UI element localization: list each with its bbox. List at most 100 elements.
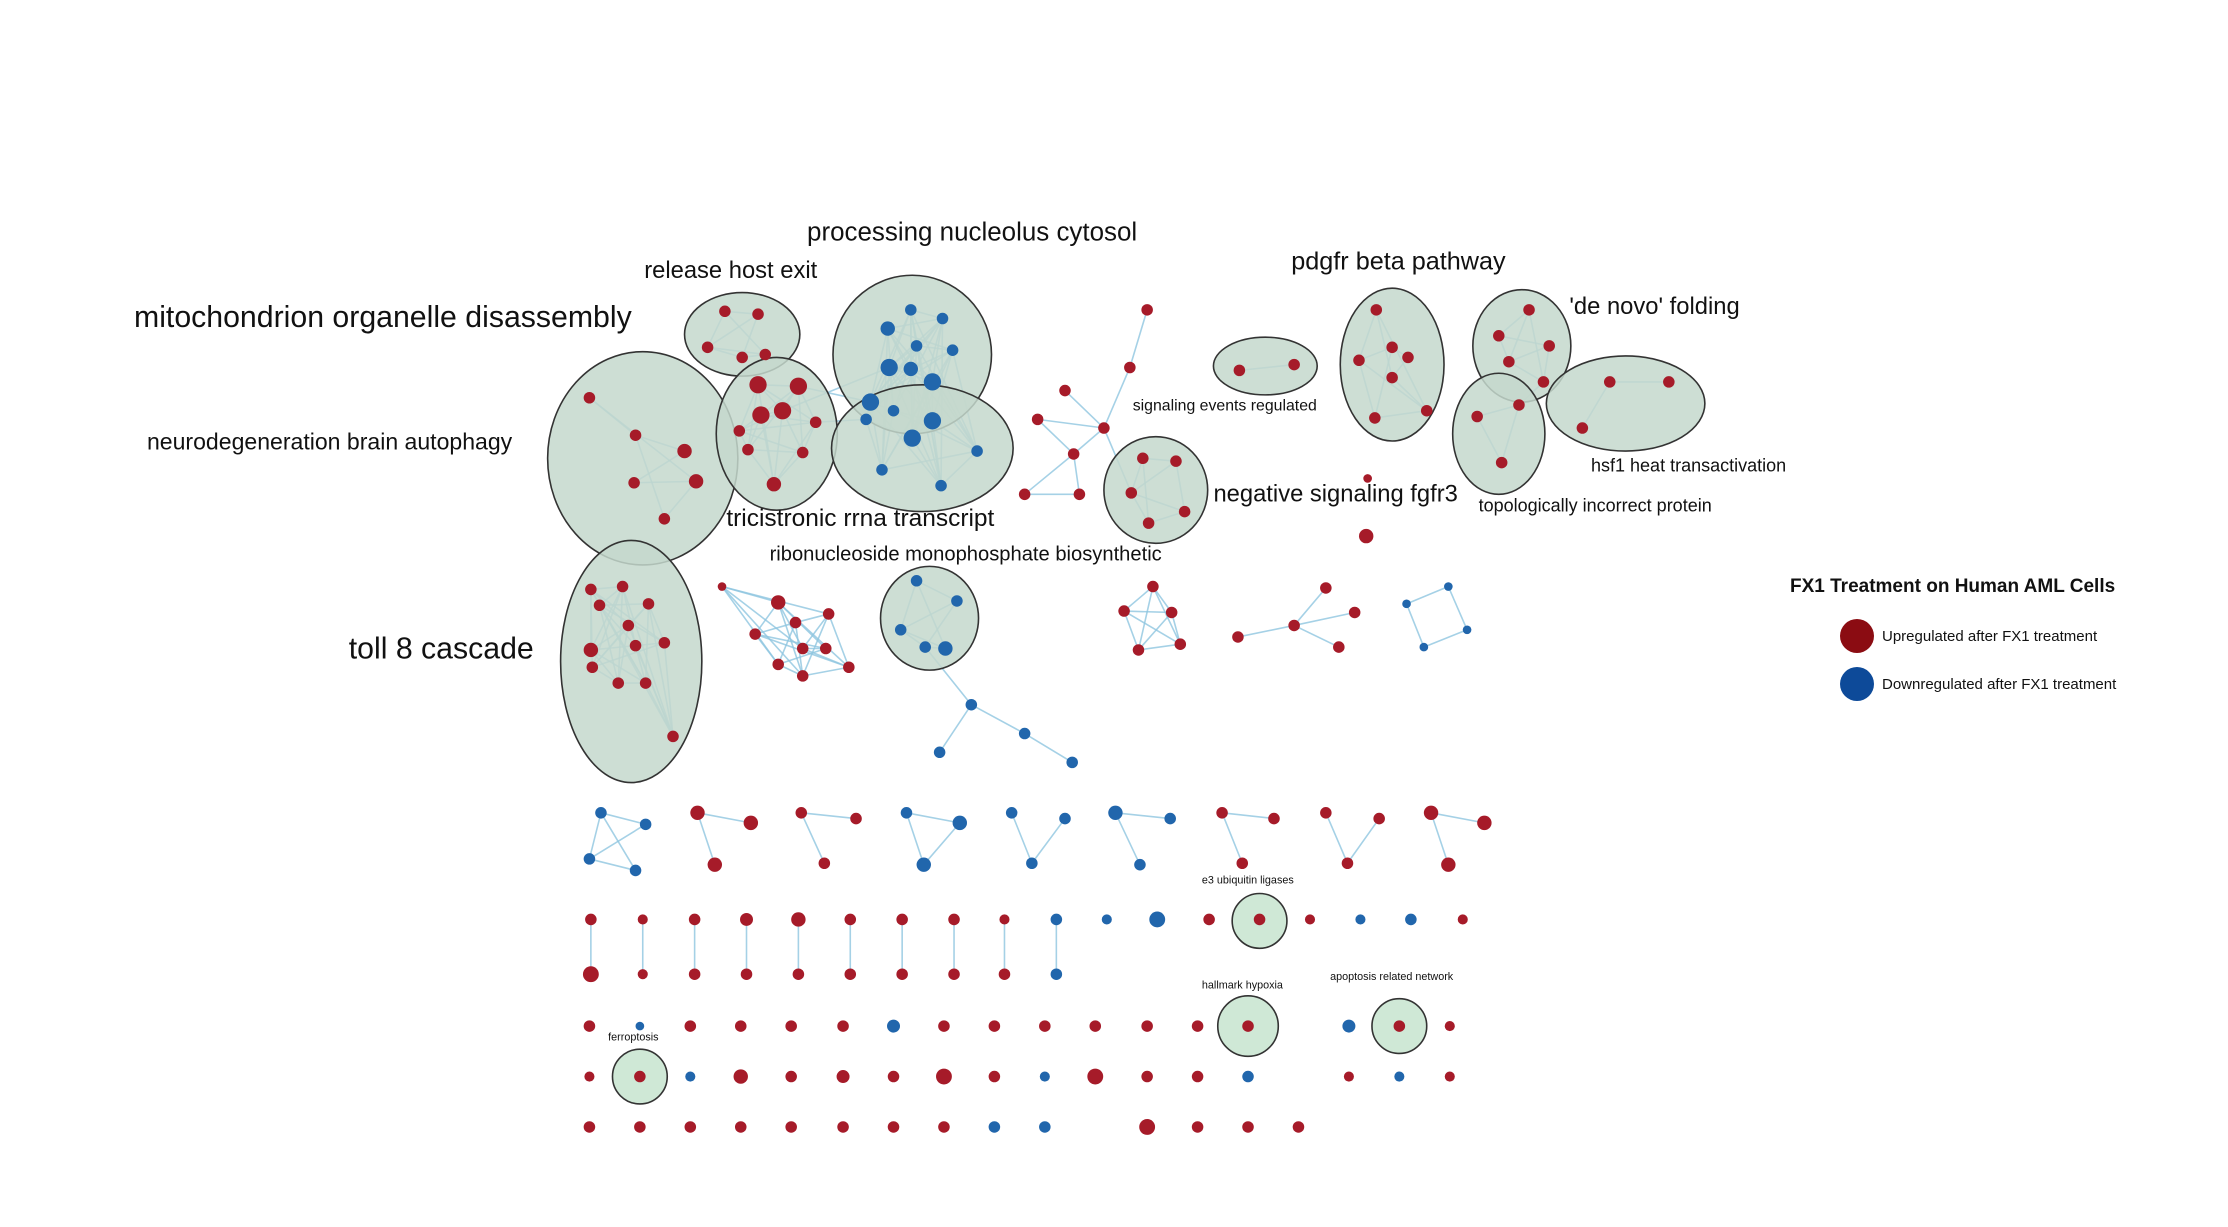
node-upregulated[interactable] — [1232, 631, 1244, 643]
node-upregulated[interactable] — [1386, 341, 1398, 354]
node-upregulated[interactable] — [1603, 376, 1616, 388]
node-upregulated[interactable] — [1288, 358, 1300, 371]
node-downregulated[interactable] — [1444, 582, 1453, 591]
node-downregulated[interactable] — [583, 853, 596, 865]
node-upregulated[interactable] — [1178, 505, 1191, 518]
node-upregulated[interactable] — [634, 1070, 646, 1083]
node-upregulated[interactable] — [688, 968, 701, 980]
node-upregulated[interactable] — [1493, 330, 1505, 342]
node-upregulated[interactable] — [1203, 913, 1215, 926]
node-downregulated[interactable] — [1405, 913, 1417, 926]
node-upregulated[interactable] — [1523, 304, 1535, 316]
node-upregulated[interactable] — [629, 429, 642, 441]
node-upregulated[interactable] — [1358, 528, 1374, 544]
node-upregulated[interactable] — [1333, 641, 1345, 653]
node-upregulated[interactable] — [585, 583, 597, 596]
node-upregulated[interactable] — [1369, 412, 1381, 424]
node-upregulated[interactable] — [795, 807, 808, 819]
node-upregulated[interactable] — [1441, 857, 1456, 872]
node-upregulated[interactable] — [642, 598, 655, 610]
node-downregulated[interactable] — [965, 698, 978, 711]
node-upregulated[interactable] — [740, 968, 753, 980]
node-upregulated[interactable] — [1031, 413, 1044, 426]
node-upregulated[interactable] — [1170, 455, 1182, 467]
node-upregulated[interactable] — [1141, 1070, 1153, 1083]
node-downregulated[interactable] — [1018, 727, 1031, 740]
node-upregulated[interactable] — [948, 913, 960, 926]
node-upregulated[interactable] — [658, 636, 671, 649]
node-upregulated[interactable] — [887, 1070, 900, 1083]
node-downregulated[interactable] — [935, 479, 947, 492]
node-downregulated[interactable] — [919, 641, 931, 653]
node-downregulated[interactable] — [900, 807, 913, 819]
node-downregulated[interactable] — [1242, 1070, 1254, 1083]
node-upregulated[interactable] — [1191, 1121, 1204, 1133]
node-upregulated[interactable] — [789, 616, 802, 629]
node-downregulated[interactable] — [903, 361, 919, 377]
node-downregulated[interactable] — [1164, 812, 1176, 825]
node-upregulated[interactable] — [743, 815, 759, 831]
node-upregulated[interactable] — [844, 913, 857, 926]
node-downregulated[interactable] — [1050, 968, 1063, 980]
node-upregulated[interactable] — [792, 968, 805, 980]
node-upregulated[interactable] — [1139, 1119, 1156, 1135]
node-upregulated[interactable] — [818, 857, 831, 870]
node-upregulated[interactable] — [1513, 399, 1525, 411]
node-upregulated[interactable] — [773, 402, 792, 420]
node-upregulated[interactable] — [1191, 1070, 1204, 1083]
node-upregulated[interactable] — [1402, 351, 1414, 364]
node-downregulated[interactable] — [1149, 911, 1166, 928]
node-upregulated[interactable] — [582, 966, 599, 983]
node-upregulated[interactable] — [752, 308, 764, 320]
node-upregulated[interactable] — [938, 1121, 950, 1133]
node-downregulated[interactable] — [685, 1071, 696, 1082]
node-downregulated[interactable] — [1039, 1071, 1050, 1082]
node-downregulated[interactable] — [876, 464, 888, 476]
node-upregulated[interactable] — [733, 425, 746, 437]
node-upregulated[interactable] — [1089, 1020, 1102, 1032]
node-downregulated[interactable] — [639, 818, 652, 831]
node-upregulated[interactable] — [1118, 605, 1130, 617]
node-upregulated[interactable] — [1341, 857, 1354, 870]
node-upregulated[interactable] — [585, 913, 597, 926]
node-upregulated[interactable] — [1363, 474, 1372, 483]
node-upregulated[interactable] — [785, 1070, 797, 1083]
node-upregulated[interactable] — [896, 968, 908, 980]
node-upregulated[interactable] — [820, 642, 832, 655]
node-upregulated[interactable] — [1165, 606, 1178, 619]
node-upregulated[interactable] — [677, 443, 692, 459]
node-upregulated[interactable] — [1444, 1071, 1455, 1082]
node-upregulated[interactable] — [1537, 376, 1550, 388]
node-upregulated[interactable] — [583, 642, 599, 658]
node-upregulated[interactable] — [1477, 815, 1492, 831]
node-upregulated[interactable] — [948, 968, 960, 980]
node-upregulated[interactable] — [1067, 448, 1080, 460]
node-downregulated[interactable] — [887, 1019, 900, 1033]
node-downregulated[interactable] — [1050, 913, 1063, 926]
node-upregulated[interactable] — [1132, 644, 1145, 656]
node-upregulated[interactable] — [1576, 422, 1589, 434]
node-upregulated[interactable] — [796, 446, 809, 459]
node-upregulated[interactable] — [612, 677, 625, 689]
node-upregulated[interactable] — [936, 1068, 952, 1085]
node-downregulated[interactable] — [923, 373, 942, 391]
node-upregulated[interactable] — [1292, 1121, 1305, 1133]
node-upregulated[interactable] — [1125, 487, 1138, 499]
node-downregulated[interactable] — [1005, 807, 1018, 819]
node-upregulated[interactable] — [1348, 606, 1361, 619]
node-downregulated[interactable] — [1059, 812, 1071, 825]
node-upregulated[interactable] — [583, 1121, 596, 1133]
node-upregulated[interactable] — [637, 969, 648, 980]
node-upregulated[interactable] — [1471, 410, 1483, 423]
node-downregulated[interactable] — [1108, 805, 1123, 821]
node-downregulated[interactable] — [1101, 914, 1112, 925]
node-upregulated[interactable] — [719, 305, 731, 318]
node-upregulated[interactable] — [1141, 1020, 1153, 1032]
node-upregulated[interactable] — [734, 1020, 747, 1032]
node-upregulated[interactable] — [1288, 619, 1300, 632]
node-upregulated[interactable] — [850, 812, 862, 825]
node-upregulated[interactable] — [1242, 1020, 1254, 1032]
node-upregulated[interactable] — [1039, 1020, 1051, 1032]
node-upregulated[interactable] — [740, 912, 753, 926]
node-upregulated[interactable] — [1457, 914, 1468, 925]
